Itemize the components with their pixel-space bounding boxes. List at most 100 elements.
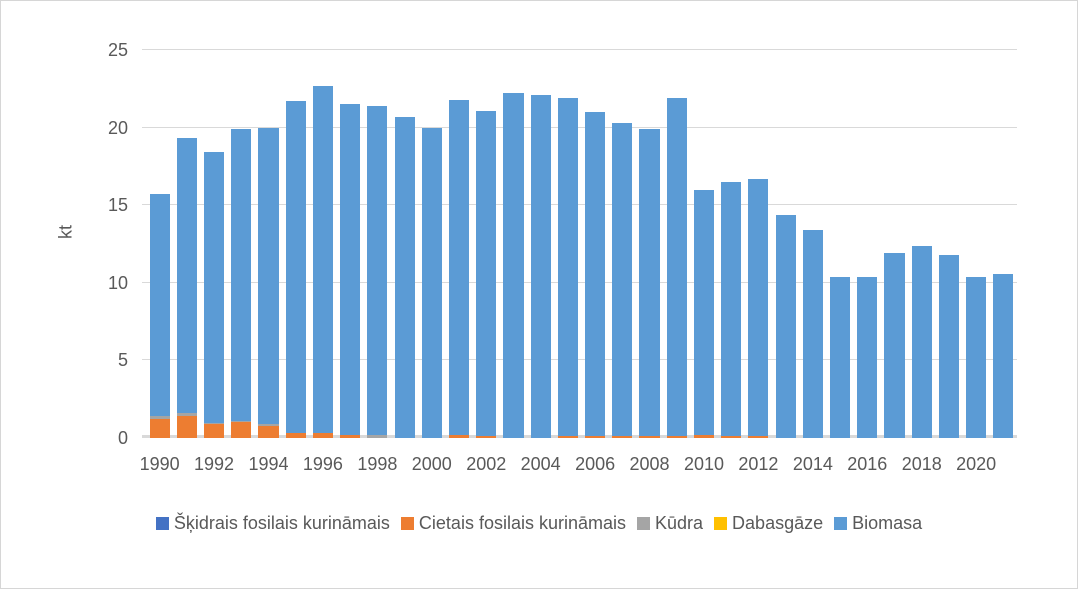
x-axis-line xyxy=(142,435,1017,438)
bar-2011 xyxy=(721,181,742,438)
bar-segment xyxy=(721,436,742,438)
bar-slot-2012 xyxy=(745,50,772,438)
x-tick-label: 1998 xyxy=(357,454,398,474)
bar-segment xyxy=(367,434,388,438)
bar-2012 xyxy=(748,178,769,438)
bar-segment xyxy=(421,127,442,438)
bar-2020 xyxy=(966,276,987,438)
bar-2016 xyxy=(857,276,878,438)
legend-label: Biomasa xyxy=(852,513,923,533)
y-axis-tick-labels: 0 5 10 15 20 25 xyxy=(1,1,128,588)
bar-1998 xyxy=(367,105,388,438)
bar-segment xyxy=(830,276,851,438)
bar-slot-1995 xyxy=(282,50,309,438)
bar-slot-2000 xyxy=(418,50,445,438)
bar-segment xyxy=(666,436,687,438)
bar-segment xyxy=(612,436,633,438)
bar-1990 xyxy=(149,194,170,438)
legend-item: Kūdra xyxy=(637,513,703,534)
bar-slot-2010 xyxy=(690,50,717,438)
bar-segment xyxy=(340,104,361,435)
bar-slot-2020 xyxy=(963,50,990,438)
bar-slot-2021 xyxy=(990,50,1017,438)
bar-2010 xyxy=(693,189,715,438)
bar-segment xyxy=(612,122,633,437)
bar-segment xyxy=(639,129,660,437)
bar-2013 xyxy=(775,214,796,438)
gridline xyxy=(142,204,1017,206)
bar-slot-2017 xyxy=(881,50,908,438)
bar-slot-1997 xyxy=(337,50,364,438)
bar-slot-2016 xyxy=(854,50,881,438)
x-tick-label: 2002 xyxy=(466,454,507,474)
y-tick-label: 5 xyxy=(117,350,128,371)
bar-slot-1994 xyxy=(255,50,282,438)
bar-slot-2001 xyxy=(445,50,472,438)
gridline xyxy=(142,359,1017,361)
legend-label: Cietais fosilais kurināmais xyxy=(418,513,626,533)
x-tick-label: 1990 xyxy=(139,454,180,474)
bar-segment xyxy=(312,85,333,434)
legend-swatch-icon xyxy=(834,517,848,530)
bar-segment xyxy=(775,214,796,438)
bar-slot-1993 xyxy=(228,50,255,438)
bar-slot-1992 xyxy=(200,50,227,438)
x-tick-label: 2006 xyxy=(575,454,616,474)
x-tick-label: 1994 xyxy=(248,454,289,474)
bar-slot-2007 xyxy=(609,50,636,438)
bar-segment xyxy=(748,436,769,438)
bar-2019 xyxy=(938,254,960,438)
bar-1993 xyxy=(231,129,252,438)
bar-slot-2009 xyxy=(663,50,690,438)
y-tick-label: 25 xyxy=(107,40,128,60)
bar-1999 xyxy=(394,116,415,438)
bar-segment xyxy=(285,101,306,434)
bar-slot-1991 xyxy=(173,50,200,438)
x-tick-label: 2014 xyxy=(792,454,833,474)
bar-segment xyxy=(993,273,1014,438)
bar-slot-2014 xyxy=(799,50,826,438)
x-tick-label: 2004 xyxy=(520,454,561,474)
bar-segment xyxy=(585,436,606,438)
bar-2009 xyxy=(666,98,687,438)
bar-slot-1990 xyxy=(146,50,173,438)
legend-label: Kūdra xyxy=(655,513,704,533)
bar-slot-2011 xyxy=(718,50,745,438)
y-tick-label: 10 xyxy=(107,272,128,293)
bar-2004 xyxy=(530,95,551,438)
bar-segment xyxy=(258,424,279,426)
plot-area xyxy=(142,49,1017,438)
x-tick-label: 2012 xyxy=(738,454,779,474)
bar-slot-1998 xyxy=(364,50,391,438)
legend-item: Cietais fosilais kurināmais xyxy=(400,513,626,534)
bar-segment xyxy=(448,99,470,435)
bar-segment xyxy=(203,424,225,438)
bar-2000 xyxy=(421,127,442,438)
legend-label: Dabasgāze xyxy=(732,513,824,533)
legend-item: Šķidrais fosilais kurināmais xyxy=(155,513,390,534)
bar-segment xyxy=(476,110,497,437)
bar-segment xyxy=(203,422,225,425)
bar-segment xyxy=(340,434,361,438)
bar-segment xyxy=(476,436,497,438)
bar-segment xyxy=(176,416,197,438)
bar-segment xyxy=(149,419,170,438)
bar-2015 xyxy=(830,276,851,438)
bar-segment xyxy=(585,112,606,437)
y-tick-label: 15 xyxy=(107,195,128,216)
bar-segment xyxy=(231,420,252,423)
bar-2001 xyxy=(448,99,470,438)
bar-slot-2008 xyxy=(636,50,663,438)
bar-2018 xyxy=(911,245,932,438)
x-tick-label: 1996 xyxy=(302,454,343,474)
bar-segment xyxy=(857,276,878,438)
bar-segment xyxy=(884,253,905,438)
bar-2005 xyxy=(557,98,578,438)
legend: Šķidrais fosilais kurināmais Cietais fosi… xyxy=(1,513,1077,534)
bar-segment xyxy=(285,433,306,438)
bar-segment xyxy=(557,436,578,438)
legend-swatch-icon xyxy=(637,517,650,530)
bar-1995 xyxy=(285,101,306,438)
bar-slot-1996 xyxy=(309,50,336,438)
